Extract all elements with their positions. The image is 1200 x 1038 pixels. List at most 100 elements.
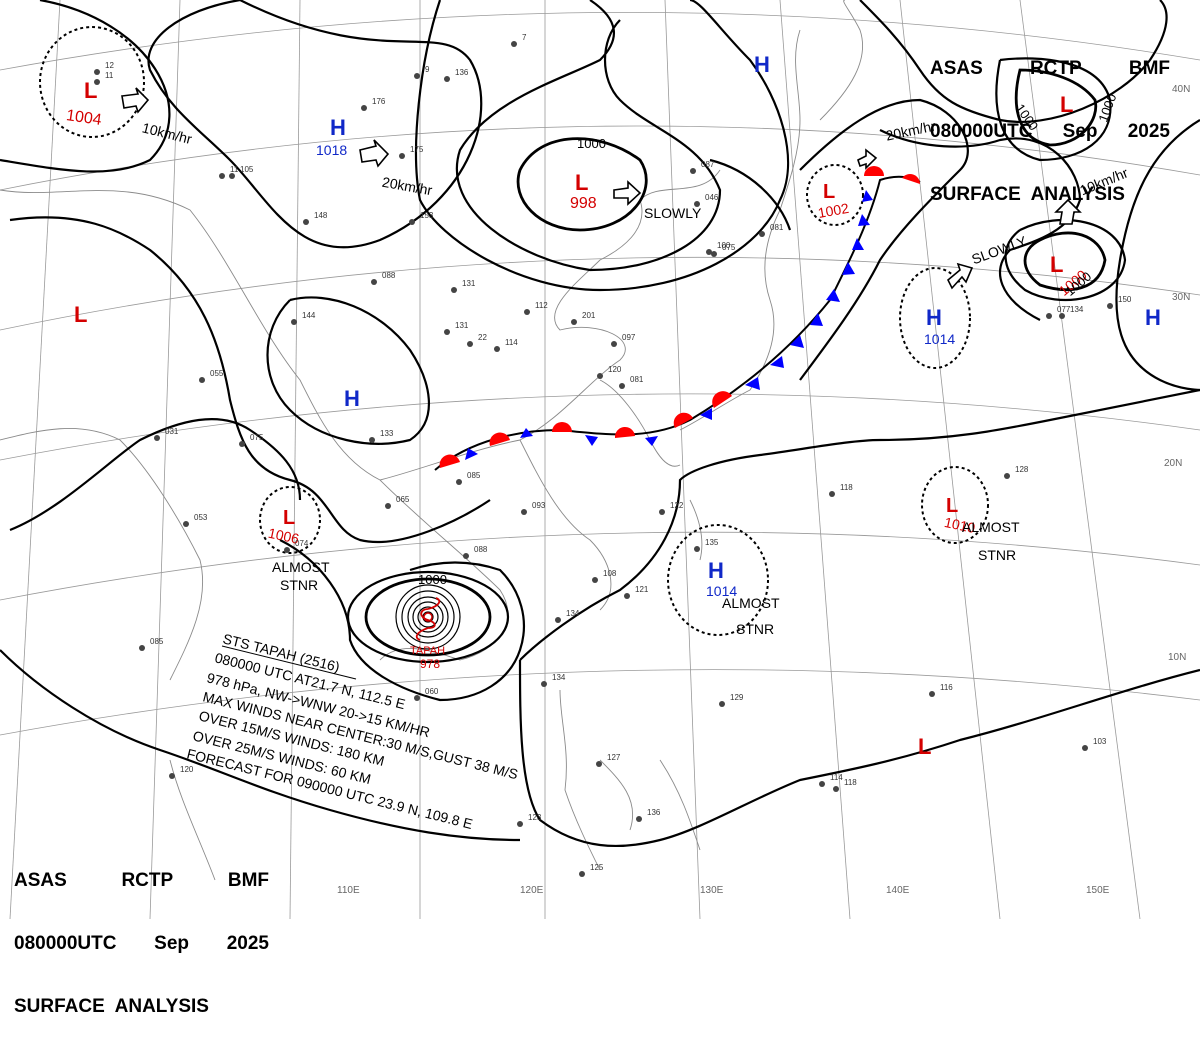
station-pressure: 127 xyxy=(607,753,621,762)
station-marker xyxy=(385,503,391,509)
station-marker xyxy=(619,383,625,389)
station-pressure: 105 xyxy=(240,165,254,174)
svg-text:30N: 30N xyxy=(1172,292,1190,303)
station-pressure: 11 xyxy=(105,71,114,80)
station-pressure: 153 xyxy=(420,211,434,220)
header-station: RCTP xyxy=(1029,58,1082,79)
station-pressure: 7 xyxy=(522,33,527,42)
station-marker xyxy=(511,41,517,47)
station-marker xyxy=(571,319,577,325)
header-month: Sep xyxy=(1062,121,1098,142)
station-pressure: 131 xyxy=(455,321,469,330)
header-station: RCTP xyxy=(121,870,174,891)
system-value: 1004 xyxy=(65,107,103,129)
station-pressure: 12 xyxy=(105,61,114,70)
station-pressure: 123 xyxy=(528,813,542,822)
station-marker xyxy=(759,231,765,237)
header-bureau: BMF xyxy=(227,870,269,891)
axis-labels: 110E 120E 130E 140E 150E 40N 30N 20N 10N xyxy=(337,84,1190,896)
station-marker xyxy=(517,821,523,827)
svg-text:10N: 10N xyxy=(1168,652,1186,663)
station-pressure: 120 xyxy=(608,365,622,374)
system-symbol: L xyxy=(283,507,295,529)
svg-text:140E: 140E xyxy=(886,885,910,896)
svg-text:40N: 40N xyxy=(1172,84,1190,95)
svg-text:130E: 130E xyxy=(700,885,724,896)
station-marker xyxy=(239,441,245,447)
station-pressure: 144 xyxy=(302,311,316,320)
station-marker xyxy=(596,761,602,767)
station-marker xyxy=(592,577,598,583)
station-pressure: 114 xyxy=(505,338,518,347)
station-marker xyxy=(414,695,420,701)
station-marker xyxy=(579,871,585,877)
station-pressure: 122 xyxy=(670,501,684,510)
system-value: 1010 xyxy=(943,514,977,536)
system-symbol: L xyxy=(84,78,97,103)
station-marker xyxy=(229,173,235,179)
svg-text:ALMOST: ALMOST xyxy=(272,559,330,575)
station-pressure: 129 xyxy=(730,693,744,702)
station-marker xyxy=(611,341,617,347)
svg-text:SLOWLY: SLOWLY xyxy=(644,205,702,221)
header-title: SURFACE ANALYSIS xyxy=(930,184,1125,205)
station-pressure: 055 xyxy=(210,369,224,378)
system-symbol: L xyxy=(946,495,958,517)
system-symbol: H xyxy=(330,115,346,140)
arrow-icon xyxy=(857,148,878,170)
station-marker xyxy=(711,251,717,257)
svg-text:20N: 20N xyxy=(1164,458,1182,469)
station-pressure: 118 xyxy=(844,778,857,787)
svg-text:1000: 1000 xyxy=(418,572,447,587)
station-pressure: 031 xyxy=(165,427,179,436)
system-value: 1014 xyxy=(924,331,955,347)
station-marker xyxy=(284,547,290,553)
header-year: 2025 xyxy=(226,933,269,954)
station-marker xyxy=(819,781,825,787)
station-pressure: 077 xyxy=(1057,305,1071,314)
station-marker xyxy=(199,377,205,383)
arrow-icon xyxy=(613,180,642,206)
station-pressure: 088 xyxy=(382,271,396,280)
svg-text:150E: 150E xyxy=(1086,885,1110,896)
surface-analysis-map: L 1004 H 1018 L 998 H L L 1002 H 1014 L … xyxy=(0,0,1200,919)
station-pressure: 134 xyxy=(1070,305,1084,314)
station-marker xyxy=(1004,473,1010,479)
arrow-icon xyxy=(947,262,974,290)
svg-text:STNR: STNR xyxy=(978,547,1016,563)
station-marker xyxy=(636,816,642,822)
station-pressure: 087 xyxy=(701,160,715,169)
station-pressure: 201 xyxy=(582,311,596,320)
svg-text:STNR: STNR xyxy=(736,621,774,637)
station-pressure: 053 xyxy=(194,513,208,522)
station-marker xyxy=(694,201,700,207)
station-marker xyxy=(456,479,462,485)
station-marker xyxy=(183,521,189,527)
station-marker xyxy=(291,319,297,325)
warm-front-semicircles xyxy=(439,166,920,468)
station-marker xyxy=(451,287,457,293)
header-bureau: BMF xyxy=(1128,58,1170,79)
header-title: SURFACE ANALYSIS xyxy=(14,996,209,1017)
station-marker xyxy=(154,435,160,441)
header-year: 2025 xyxy=(1127,121,1170,142)
station-marker xyxy=(409,219,415,225)
system-value: 1018 xyxy=(316,142,347,158)
station-marker xyxy=(659,509,665,515)
svg-text:ALMOST: ALMOST xyxy=(962,519,1020,535)
svg-text:ALMOST: ALMOST xyxy=(722,595,780,611)
station-pressure: 075 xyxy=(250,433,264,442)
system-symbol: H xyxy=(754,52,770,77)
map-header-top: ASAS RCTP BMF 080000UTC Sep 2025 SURFACE ANA… xyxy=(930,16,1170,226)
station-pressure: 112 xyxy=(535,301,548,310)
system-value: 1014 xyxy=(706,583,737,599)
station-pressure: 116 xyxy=(940,683,953,692)
system-symbol: L xyxy=(575,170,588,195)
coastlines xyxy=(0,0,864,881)
station-pressure: 11 xyxy=(230,165,239,174)
station-pressure: 9 xyxy=(425,65,430,74)
station-pressure: 081 xyxy=(770,223,784,232)
stationary-front xyxy=(434,166,921,471)
station-pressure: 108 xyxy=(603,569,617,578)
